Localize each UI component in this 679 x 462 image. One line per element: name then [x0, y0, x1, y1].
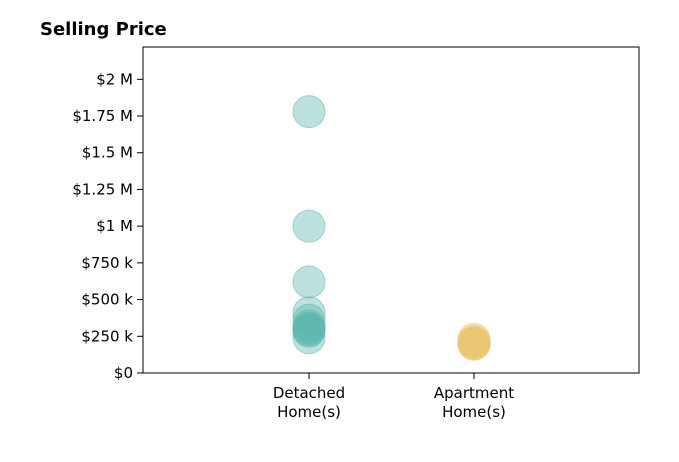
y-tick-label: $1.25 M [72, 180, 133, 198]
y-tick-label: $500 k [81, 291, 133, 309]
y-tick-label: $1.75 M [72, 107, 133, 125]
y-tick-label: $0 [114, 364, 133, 382]
data-point [292, 314, 326, 348]
x-tick-label: Apartment Home(s) [434, 384, 514, 421]
y-tick-label: $2 M [96, 70, 133, 88]
x-tick-label: Detached Home(s) [273, 384, 345, 421]
y-tick-label: $1.5 M [82, 144, 133, 162]
data-points [292, 95, 491, 361]
data-point [292, 321, 326, 355]
chart-title: Selling Price [40, 19, 167, 40]
data-point [457, 327, 491, 361]
y-tick-label: $250 k [81, 327, 133, 345]
x-axis: Detached Home(s) Apartment Home(s) [273, 373, 514, 421]
y-tick-label: $1 M [96, 217, 133, 235]
y-tick-label: $750 k [81, 254, 133, 272]
plot-frame [142, 46, 640, 374]
y-axis: $0 $250 k $500 k $750 k $1 M $1.25 M $1.5 M $1.… [72, 70, 143, 382]
data-point [292, 209, 326, 243]
data-point [292, 265, 326, 299]
data-point [292, 95, 326, 129]
data-point [292, 296, 326, 330]
